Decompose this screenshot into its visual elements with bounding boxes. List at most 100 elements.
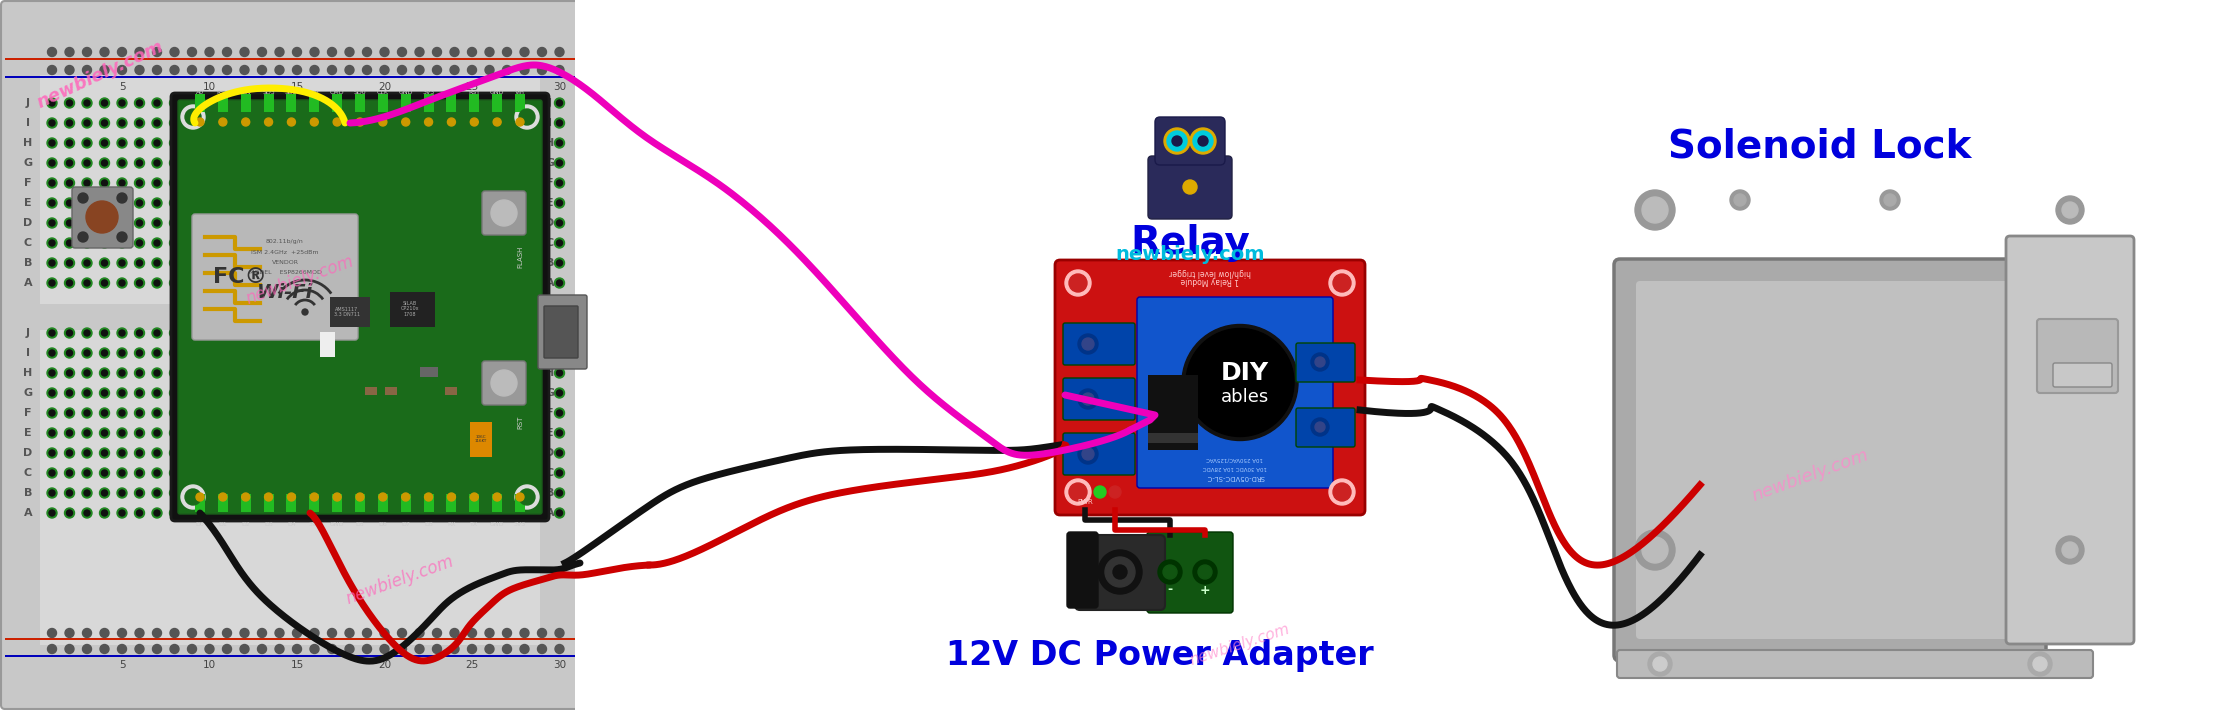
Circle shape xyxy=(484,158,495,168)
Circle shape xyxy=(433,448,441,458)
Circle shape xyxy=(311,328,319,338)
Circle shape xyxy=(468,48,477,57)
Circle shape xyxy=(182,485,204,509)
Text: CMD: CMD xyxy=(330,89,344,94)
Circle shape xyxy=(171,450,177,456)
Circle shape xyxy=(415,368,424,378)
Circle shape xyxy=(503,65,512,75)
Circle shape xyxy=(486,48,495,57)
Text: G: G xyxy=(24,158,33,168)
FancyBboxPatch shape xyxy=(1617,650,2094,678)
Circle shape xyxy=(435,430,439,436)
Circle shape xyxy=(102,410,106,416)
Circle shape xyxy=(64,218,75,228)
Circle shape xyxy=(521,390,528,396)
Circle shape xyxy=(102,200,106,206)
Circle shape xyxy=(362,178,373,188)
Circle shape xyxy=(484,468,495,478)
Circle shape xyxy=(448,493,455,501)
Circle shape xyxy=(397,118,406,128)
Circle shape xyxy=(87,201,118,233)
Circle shape xyxy=(435,350,439,356)
Circle shape xyxy=(277,430,282,436)
Circle shape xyxy=(450,65,459,75)
Circle shape xyxy=(415,198,424,208)
Circle shape xyxy=(100,278,109,288)
Text: C: C xyxy=(546,238,554,248)
Circle shape xyxy=(260,100,264,106)
Circle shape xyxy=(326,118,337,128)
Text: Relay: Relay xyxy=(1129,224,1251,262)
Circle shape xyxy=(379,218,390,228)
Circle shape xyxy=(486,280,492,286)
Circle shape xyxy=(118,198,126,208)
Circle shape xyxy=(260,410,264,416)
Circle shape xyxy=(169,448,180,458)
Circle shape xyxy=(120,490,124,496)
Circle shape xyxy=(257,468,266,478)
Circle shape xyxy=(450,178,459,188)
Circle shape xyxy=(452,160,457,166)
Text: Solenoid Lock: Solenoid Lock xyxy=(1668,128,1972,166)
Circle shape xyxy=(346,260,353,266)
Text: I: I xyxy=(548,348,552,358)
Circle shape xyxy=(452,510,457,516)
Circle shape xyxy=(135,218,144,228)
Circle shape xyxy=(135,65,144,75)
Circle shape xyxy=(182,105,204,129)
Circle shape xyxy=(450,348,459,358)
Circle shape xyxy=(381,140,388,146)
Circle shape xyxy=(450,218,459,228)
Circle shape xyxy=(102,450,106,456)
Text: G: G xyxy=(546,388,554,398)
Circle shape xyxy=(118,118,126,128)
Circle shape xyxy=(397,645,406,653)
Circle shape xyxy=(554,348,566,358)
Circle shape xyxy=(257,178,266,188)
Circle shape xyxy=(379,628,388,638)
Circle shape xyxy=(486,140,492,146)
Circle shape xyxy=(275,645,284,653)
Circle shape xyxy=(417,260,421,266)
FancyBboxPatch shape xyxy=(1156,117,1224,165)
Text: B: B xyxy=(546,258,554,268)
Circle shape xyxy=(1065,270,1091,296)
Circle shape xyxy=(1311,353,1329,371)
Circle shape xyxy=(503,140,510,146)
Circle shape xyxy=(275,368,284,378)
Bar xyxy=(308,94,319,112)
Circle shape xyxy=(1098,550,1142,594)
Circle shape xyxy=(490,370,517,396)
Circle shape xyxy=(344,408,355,418)
Circle shape xyxy=(118,65,126,75)
Circle shape xyxy=(362,488,373,498)
Circle shape xyxy=(100,388,109,398)
Circle shape xyxy=(468,240,475,246)
Circle shape xyxy=(260,470,264,476)
Circle shape xyxy=(224,200,231,206)
Circle shape xyxy=(484,388,495,398)
Circle shape xyxy=(47,118,58,128)
Circle shape xyxy=(328,410,335,416)
FancyBboxPatch shape xyxy=(1076,535,1164,610)
Circle shape xyxy=(277,120,282,126)
Circle shape xyxy=(118,508,126,518)
Circle shape xyxy=(47,448,58,458)
Circle shape xyxy=(224,390,231,396)
Circle shape xyxy=(415,628,424,638)
Circle shape xyxy=(224,280,231,286)
Text: 10: 10 xyxy=(202,660,215,670)
Circle shape xyxy=(49,100,55,106)
Circle shape xyxy=(64,178,75,188)
Circle shape xyxy=(346,645,355,653)
Circle shape xyxy=(554,645,563,653)
Circle shape xyxy=(452,370,457,376)
Circle shape xyxy=(1198,136,1209,146)
Circle shape xyxy=(501,508,512,518)
Circle shape xyxy=(275,118,284,128)
Circle shape xyxy=(450,628,459,638)
Circle shape xyxy=(357,118,364,126)
Bar xyxy=(446,387,457,395)
Circle shape xyxy=(503,645,512,653)
Circle shape xyxy=(554,98,566,108)
